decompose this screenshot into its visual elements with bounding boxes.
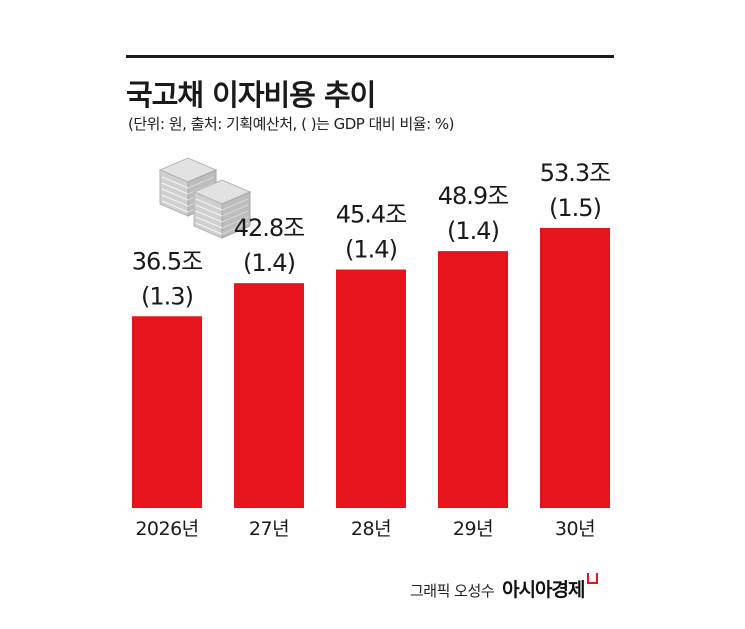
chart-subtitle: (단위: 원, 출처: 기획예산처, ( )는 GDP 대비 비율: %) <box>128 115 455 133</box>
chart-title: 국고채 이자비용 추이 <box>126 78 376 112</box>
category-label-5: 30년 <box>555 518 595 540</box>
money-stack-icon <box>158 157 252 239</box>
value-label-2: 42.8조 <box>234 214 305 242</box>
bar-5 <box>540 228 610 508</box>
credit-author: 그래픽 오성수 <box>410 582 495 600</box>
value-label-4: 48.9조 <box>438 182 509 210</box>
credit: 그래픽 오성수 아시아경제 <box>410 573 599 602</box>
ratio-label-3: (1.4) <box>345 236 397 264</box>
ratio-label-1: (1.3) <box>141 282 193 310</box>
category-label-2: 27년 <box>249 518 289 540</box>
bar-4 <box>438 251 508 508</box>
brand-mark-icon <box>587 573 599 584</box>
category-label-1: 2026년 <box>135 518 198 540</box>
credit-brand: 아시아경제 <box>502 579 585 601</box>
category-label-4: 29년 <box>453 518 493 540</box>
bar-1 <box>132 316 202 508</box>
ratio-label-2: (1.4) <box>243 249 295 277</box>
bar-3 <box>336 269 406 508</box>
category-label-3: 28년 <box>351 518 391 540</box>
top-rule <box>126 55 614 58</box>
ratio-label-4: (1.4) <box>447 217 499 245</box>
value-label-1: 36.5조 <box>132 247 203 275</box>
bar-2 <box>234 283 304 508</box>
ratio-label-5: (1.5) <box>549 194 601 222</box>
value-label-3: 45.4조 <box>336 201 407 229</box>
value-label-5: 53.3조 <box>540 159 611 187</box>
